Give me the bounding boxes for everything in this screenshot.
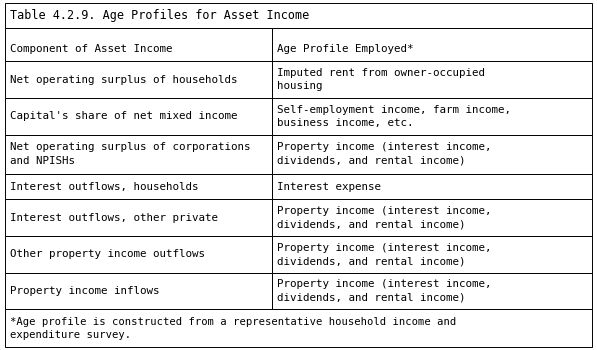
Text: *Age profile is constructed from a representative household income and
expenditu: *Age profile is constructed from a repre… [10, 317, 456, 340]
Text: Self-employment income, farm income,
business income, etc.: Self-employment income, farm income, bus… [277, 105, 511, 128]
Bar [5, 309, 592, 347]
Bar [272, 61, 592, 98]
Text: Property income (interest income,
dividends, and rental income): Property income (interest income, divide… [277, 243, 491, 266]
Text: Other property income outflows: Other property income outflows [10, 250, 205, 259]
Text: Property income (interest income,
dividends, and rental income): Property income (interest income, divide… [277, 206, 491, 229]
Bar [272, 236, 592, 273]
Bar [5, 174, 272, 199]
Bar [5, 273, 272, 309]
Bar [272, 134, 592, 174]
Text: Interest outflows, households: Interest outflows, households [10, 182, 198, 191]
Text: Net operating surplus of households: Net operating surplus of households [10, 75, 237, 85]
Bar [5, 134, 272, 174]
Bar [272, 98, 592, 134]
Text: Capital's share of net mixed income: Capital's share of net mixed income [10, 111, 237, 121]
Text: Imputed rent from owner-occupied
housing: Imputed rent from owner-occupied housing [277, 68, 485, 91]
Bar [272, 199, 592, 236]
Bar [5, 28, 272, 61]
Bar [5, 98, 272, 134]
Bar [5, 61, 272, 98]
Text: Table 4.2.9. Age Profiles for Asset Income: Table 4.2.9. Age Profiles for Asset Inco… [10, 9, 309, 22]
Text: Component of Asset Income: Component of Asset Income [10, 44, 172, 54]
Bar [272, 273, 592, 309]
Bar [5, 236, 272, 273]
Bar [272, 174, 592, 199]
Text: Property income inflows: Property income inflows [10, 286, 159, 296]
Text: Net operating surplus of corporations
and NPISHs: Net operating surplus of corporations an… [10, 142, 250, 166]
Text: Property income (interest income,
dividends, and rental income): Property income (interest income, divide… [277, 142, 491, 166]
Bar [272, 28, 592, 61]
Bar [5, 199, 272, 236]
Text: Interest expense: Interest expense [277, 182, 381, 191]
Text: Age Profile Employed*: Age Profile Employed* [277, 44, 413, 54]
Text: Interest outflows, other private: Interest outflows, other private [10, 213, 217, 223]
Text: Property income (interest income,
dividends, and rental income): Property income (interest income, divide… [277, 280, 491, 303]
Bar [5, 3, 592, 28]
